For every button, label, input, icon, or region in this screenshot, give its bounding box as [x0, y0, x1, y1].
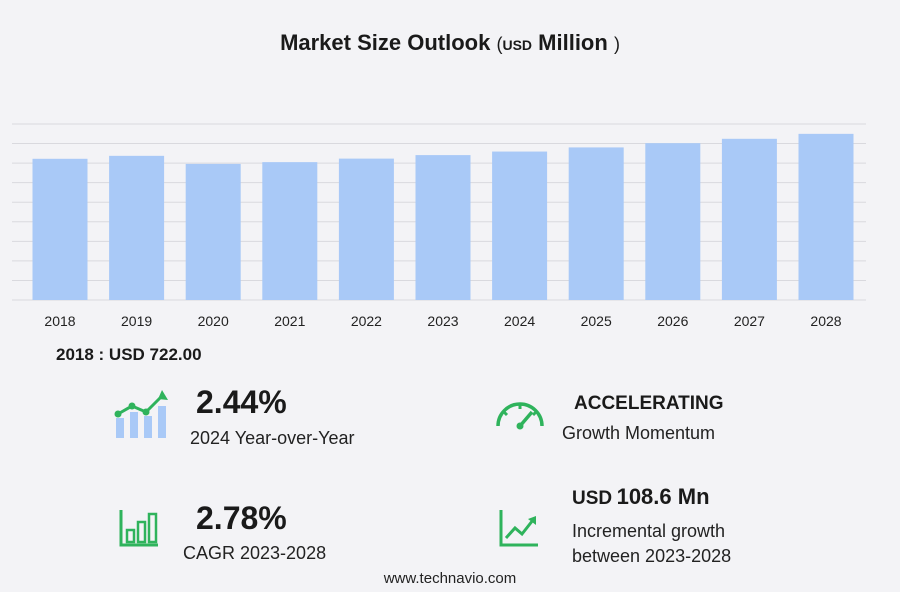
- bar-2021: [262, 162, 318, 300]
- line-trend-icon: [499, 510, 538, 547]
- cagr-value: 2.78%: [196, 500, 287, 536]
- x-tick-2024: 2024: [504, 313, 535, 329]
- title-main: Market Size Outlook: [280, 30, 491, 55]
- momentum-label: Growth Momentum: [562, 423, 716, 443]
- cagr-label: CAGR 2023-2028: [183, 543, 327, 563]
- x-tick-2021: 2021: [274, 313, 305, 329]
- bar-2023: [415, 155, 471, 300]
- incremental-unit: USD: [572, 488, 613, 509]
- yoy-label: 2024 Year-over-Year: [190, 428, 355, 448]
- bar-2026: [645, 143, 701, 300]
- incremental-label-2: between 2023-2028: [572, 546, 732, 566]
- x-tick-2018: 2018: [44, 313, 75, 329]
- cagr-stat: 2.78%: [196, 500, 287, 537]
- yoy-value: 2.44%: [196, 384, 287, 420]
- x-tick-2026: 2026: [657, 313, 688, 329]
- speedometer-icon: [496, 402, 544, 430]
- bar-2019: [109, 155, 165, 300]
- yoy-stat: 2.44%: [196, 384, 287, 421]
- bar-2020: [185, 163, 241, 300]
- chart-title: Market Size Outlook (USD Million ): [0, 30, 900, 56]
- x-tick-2023: 2023: [427, 313, 458, 329]
- x-tick-2022: 2022: [351, 313, 382, 329]
- title-unit2: Million: [538, 30, 608, 55]
- bar-2027: [721, 138, 777, 300]
- x-tick-2019: 2019: [121, 313, 152, 329]
- x-tick-2027: 2027: [734, 313, 765, 329]
- footer-url: www.technavio.com: [383, 570, 517, 587]
- bar-2028: [798, 133, 854, 300]
- title-open: (: [496, 34, 503, 54]
- bar-trend-icon: [114, 390, 168, 438]
- incremental-stat: USD 108.6 Mn: [572, 484, 710, 510]
- bar-2025: [568, 147, 624, 300]
- x-tick-2025: 2025: [581, 313, 612, 329]
- base-year-label: 2018 : USD 722.00: [56, 345, 202, 364]
- incremental-label-1: Incremental growth: [572, 521, 726, 541]
- x-tick-2028: 2028: [810, 313, 841, 329]
- bar-2018: [32, 158, 88, 300]
- title-close: ): [613, 34, 620, 54]
- title-unit: USD: [502, 37, 533, 53]
- bar-2022: [338, 158, 394, 300]
- bar-chart-icon: [119, 510, 158, 547]
- bar-chart: 2018 2019 2020 2021 2022 2023 2024 2025 2026 2027…: [12, 123, 866, 329]
- x-tick-2020: 2020: [198, 313, 229, 329]
- incremental-value: 108.6 Mn: [616, 484, 710, 509]
- bar-2024: [492, 151, 548, 300]
- momentum-value: ACCELERATING: [574, 393, 724, 414]
